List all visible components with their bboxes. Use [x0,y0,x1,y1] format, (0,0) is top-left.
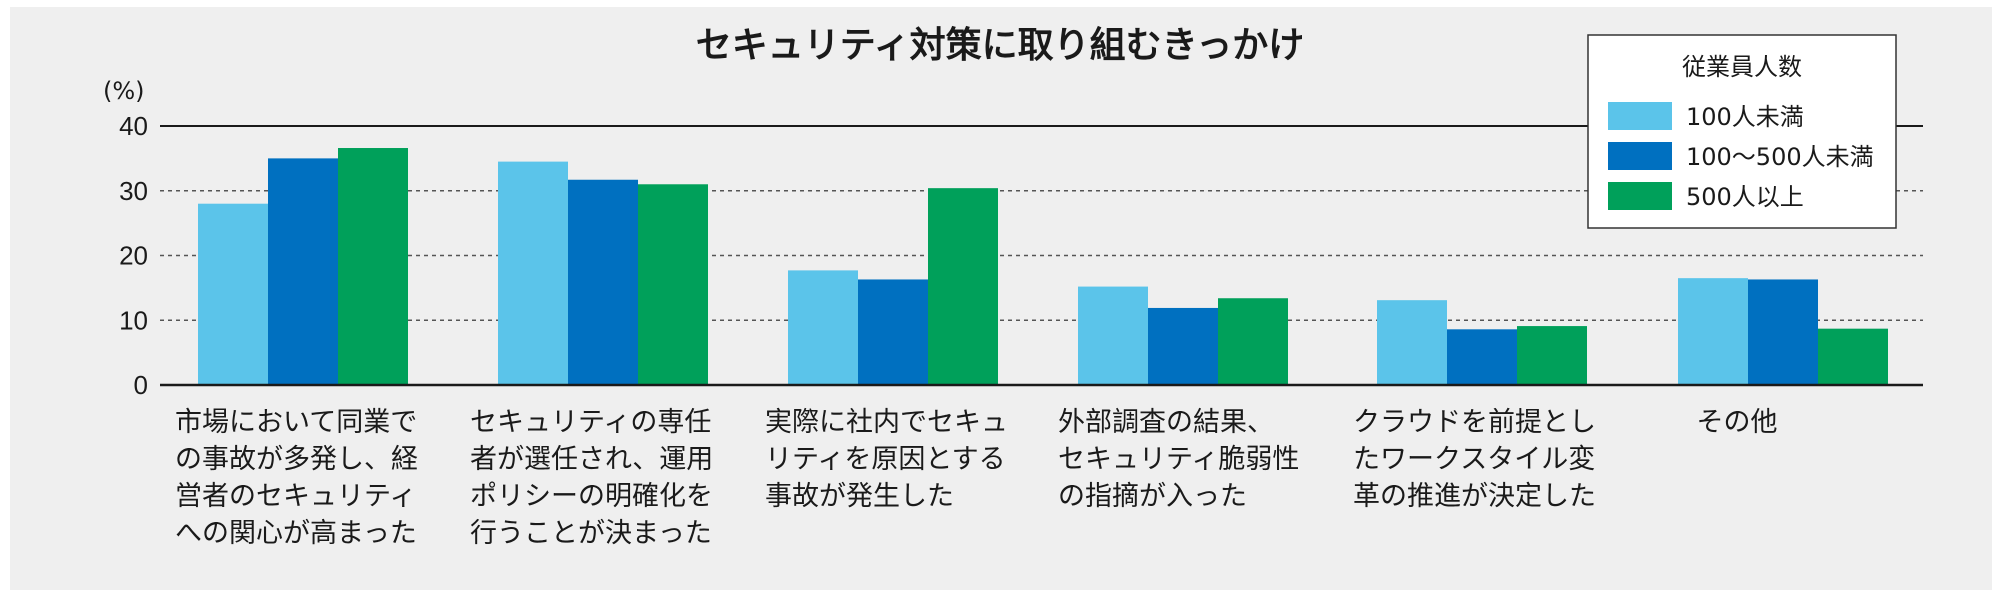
category-label: その他 [1697,407,1778,438]
y-tick-label: 10 [119,305,148,335]
legend-swatch [1608,102,1672,130]
y-axis-unit-label: (%) [103,77,145,105]
bar [1447,329,1517,385]
y-tick-label: 30 [119,176,148,206]
legend-swatch [1608,182,1672,210]
bar [338,148,408,385]
bar [788,270,858,385]
legend-items: 100人未満 100〜500人未満 500人以上 [1608,102,1874,211]
category-label: 市場において同業での事故が多発し、経営者のセキュリティへの関心が高まった [175,407,418,549]
y-tick-labels: 0 10 20 30 40 [119,111,148,400]
bar [1678,278,1748,385]
bar [1218,298,1288,385]
bar [568,179,638,385]
bar [1377,300,1447,385]
bar [1818,328,1888,385]
bar [1078,286,1148,385]
legend: 従業員人数 100人未満 100〜500人未満 500人以上 [1587,34,1897,229]
chart-container: セキュリティ対策に取り組むきっかけ (%) 0 10 20 30 40 市場において同業… [10,7,1992,590]
category-label: セキュリティの専任者が選任され、運用ポリシーの明確化を行うことが決まった [470,407,713,549]
legend-label: 100〜500人未満 [1686,143,1874,171]
legend-label: 100人未満 [1686,103,1804,131]
y-tick-label: 20 [119,241,148,271]
bar [1517,326,1587,385]
bar [928,188,998,385]
bar [1748,279,1818,385]
bar-chart: セキュリティ対策に取り組むきっかけ (%) 0 10 20 30 40 市場において同業… [103,25,1923,549]
bar [498,161,568,385]
legend-box [1587,34,1897,229]
chart-title: セキュリティ対策に取り組むきっかけ [696,25,1304,66]
bar [638,184,708,385]
category-label: 実際に社内でセキュリティを原因とする事故が発生した [765,407,1008,512]
category-label: 外部調査の結果、セキュリティ脆弱性の指摘が入った [1058,407,1299,512]
category-labels: 市場において同業での事故が多発し、経営者のセキュリティへの関心が高まったセキュリ… [175,407,1778,549]
y-tick-label: 40 [119,111,148,141]
gridlines [160,190,1923,321]
bar [268,158,338,385]
legend-swatch [1608,142,1672,170]
bars [198,148,1888,385]
legend-label: 500人以上 [1686,183,1804,211]
bar [1148,307,1218,385]
bar [198,203,268,385]
legend-title: 従業員人数 [1682,53,1802,81]
y-tick-label: 0 [134,370,148,400]
category-label: クラウドを前提としたワークスタイル変革の推進が決定した [1353,407,1596,512]
bar [858,279,928,385]
